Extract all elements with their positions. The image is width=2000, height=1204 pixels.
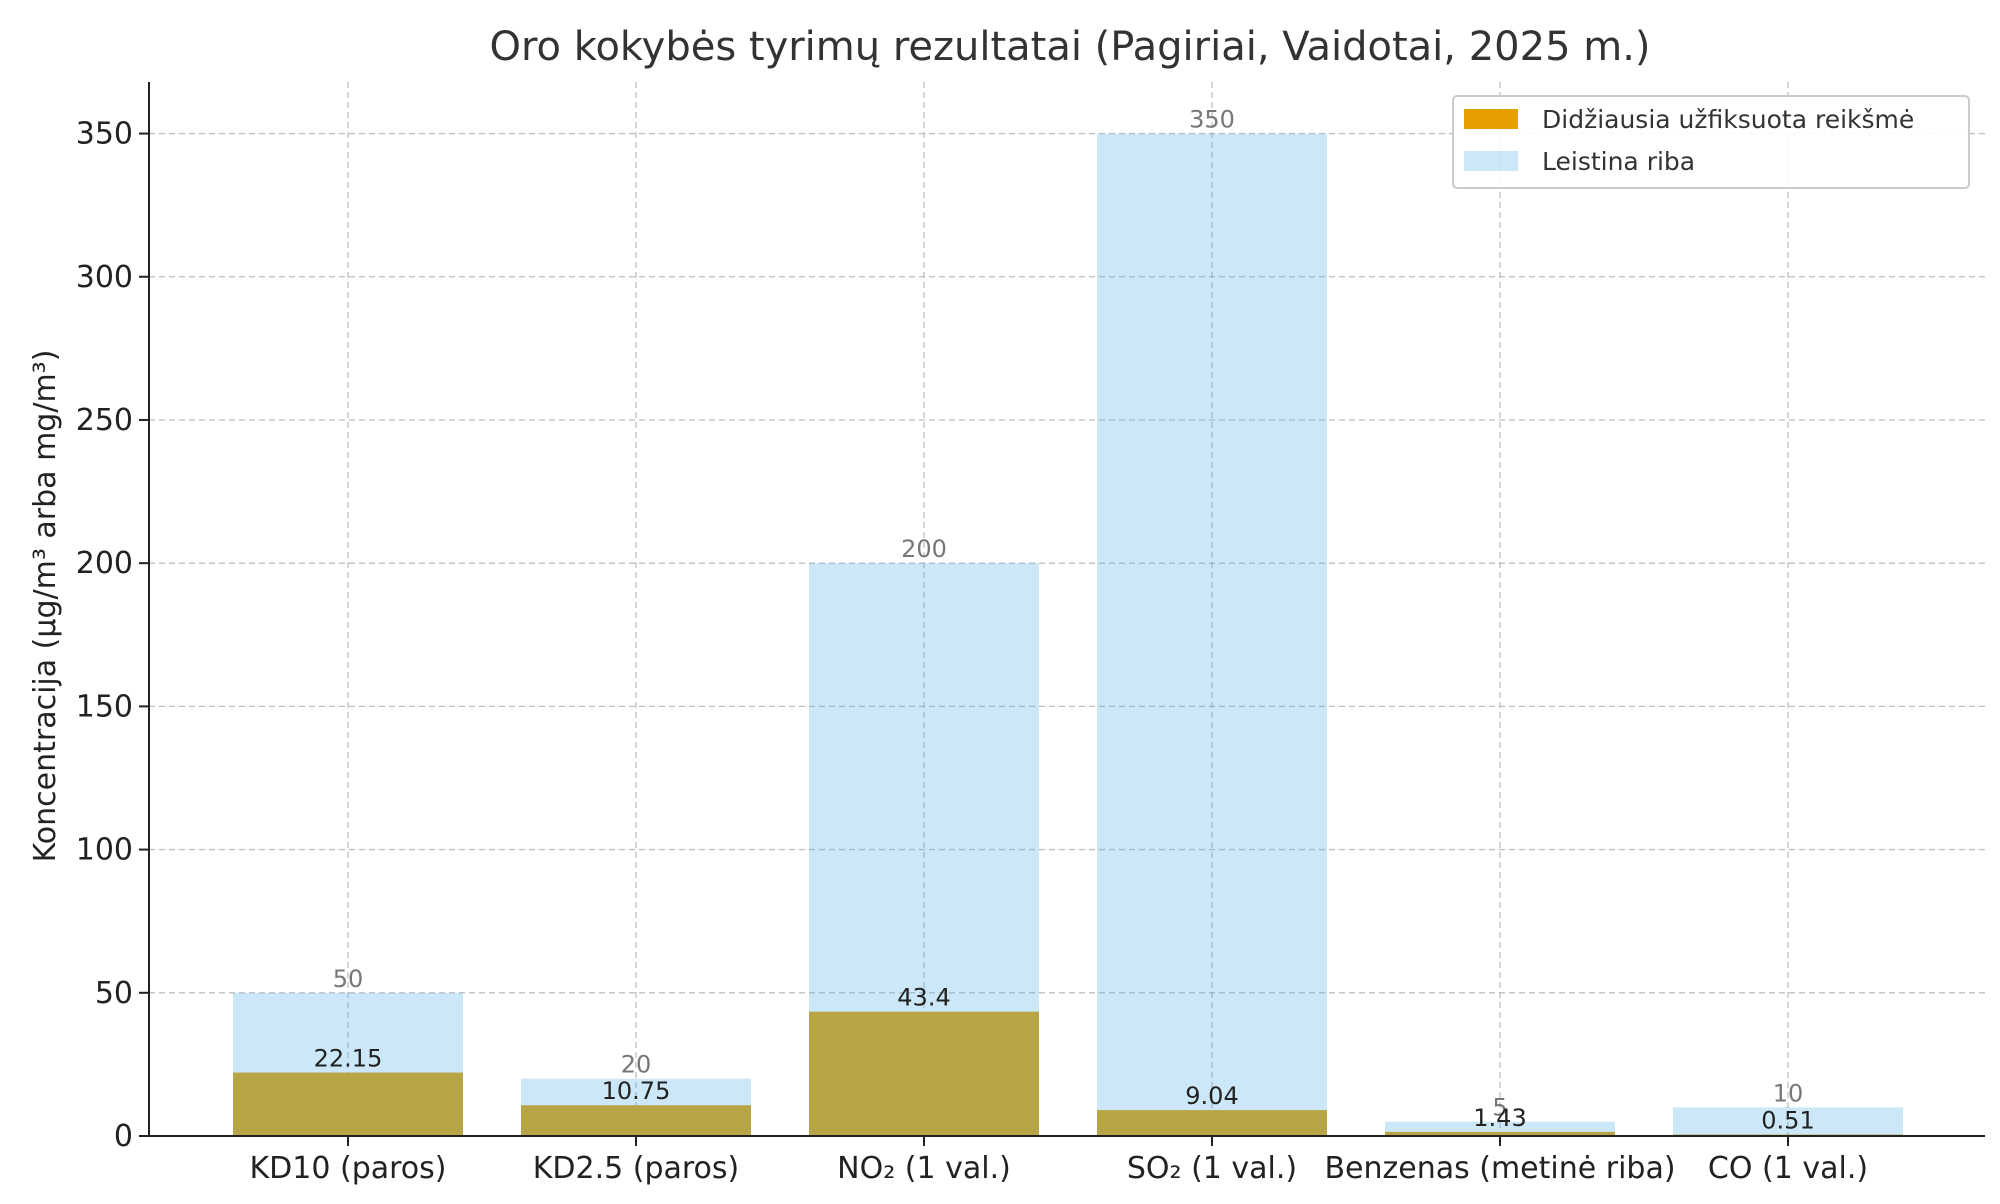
limit-bar	[1097, 133, 1327, 1137]
x-tick-label: KD10 (paros)	[250, 1151, 447, 1186]
measured-value-label: 43.4	[897, 984, 950, 1012]
legend: Didžiausia užfiksuota reikšmė Leistina r…	[1452, 95, 1970, 189]
legend-swatch-limit	[1464, 151, 1518, 171]
chart-title: Oro kokybės tyrimų rezultatai (Pagiriai,…	[489, 24, 1650, 70]
measured-value-label: 9.04	[1185, 1082, 1238, 1110]
limit-bar	[1673, 1107, 1903, 1136]
x-tick-label: Benzenas (metinė riba)	[1324, 1151, 1675, 1186]
y-tick-label: 50	[95, 976, 133, 1011]
measured-value-label: 0.51	[1761, 1107, 1814, 1135]
y-tick-label: 150	[76, 689, 133, 724]
measured-value-label: 22.15	[314, 1045, 383, 1073]
x-tick-label: SO₂ (1 val.)	[1127, 1151, 1297, 1186]
limit-value-label: 200	[901, 535, 947, 563]
legend-box	[1452, 95, 1970, 189]
measured-bars	[233, 1011, 1903, 1136]
measured-bar	[809, 1011, 1039, 1136]
limit-value-label: 10	[1773, 1079, 1804, 1107]
limit-value-label: 5	[1492, 1094, 1507, 1122]
y-tick-label: 250	[76, 403, 133, 438]
x-tick-label: NO₂ (1 val.)	[837, 1151, 1011, 1186]
axis-ticks: 0 50 100 150 200 250 300 350 KD10 (paros) KD2.5 (…	[76, 117, 1868, 1186]
x-tick-label: KD2.5 (paros)	[533, 1151, 740, 1186]
limit-value-label: 350	[1189, 106, 1235, 134]
y-tick-label: 100	[76, 833, 133, 868]
measured-bar	[1097, 1110, 1327, 1136]
y-tick-label: 350	[76, 117, 133, 152]
legend-swatch-measured	[1464, 109, 1518, 129]
legend-label-limit: Leistina riba	[1542, 147, 1695, 176]
measured-value-label: 1.43	[1473, 1104, 1526, 1132]
y-tick-label: 0	[114, 1119, 133, 1154]
axes	[148, 82, 1985, 1137]
limit-value-label: 20	[621, 1051, 652, 1079]
y-tick-label: 200	[76, 546, 133, 581]
y-tick-label: 300	[76, 260, 133, 295]
measured-bar	[521, 1105, 751, 1136]
grid-lines	[149, 82, 1985, 1136]
measured-bar	[233, 1072, 463, 1136]
limit-bars	[233, 133, 1903, 1137]
x-tick-label: CO (1 val.)	[1708, 1151, 1868, 1186]
measured-bar	[1385, 1131, 1615, 1136]
y-axis-label: Koncentracija (µg/m³ arba mg/m³)	[28, 350, 63, 863]
limit-value-label: 50	[333, 965, 364, 993]
legend-label-measured: Didžiausia užfiksuota reikšmė	[1542, 105, 1914, 134]
measured-value-label: 10.75	[602, 1077, 671, 1105]
